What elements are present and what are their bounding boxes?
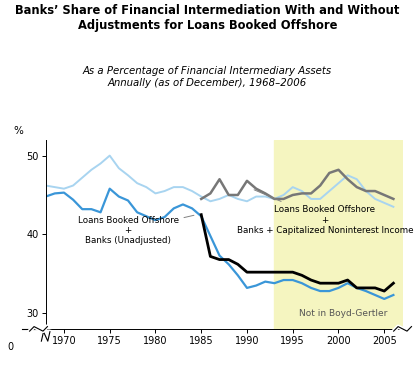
Text: Loans Booked Offshore
+
Banks + Capitalized Noninterest Income: Loans Booked Offshore + Banks + Capitali… [237,190,413,235]
Text: %: % [14,126,23,136]
Text: Loans Booked Offshore
+
Banks (Unadjusted): Loans Booked Offshore + Banks (Unadjuste… [78,215,194,245]
Text: Banks’ Share of Financial Intermediation With and Without
Adjustments for Loans : Banks’ Share of Financial Intermediation… [15,4,400,32]
Text: Not in Boyd-Gertler: Not in Boyd-Gertler [299,309,387,318]
Text: As a Percentage of Financial Intermediary Assets
Annually (as of December), 1968: As a Percentage of Financial Intermediar… [83,66,332,88]
Text: 0: 0 [7,342,14,352]
Bar [274,140,412,329]
